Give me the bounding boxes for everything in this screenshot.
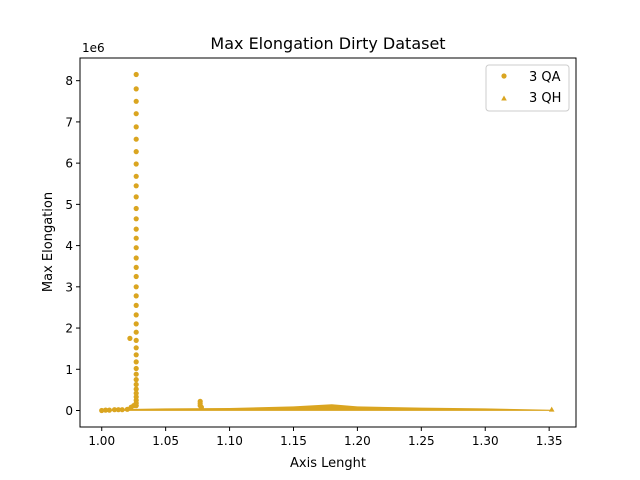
y-axis-label: Max Elongation bbox=[41, 192, 56, 292]
data-point-3qa bbox=[133, 377, 139, 383]
data-point-3qa bbox=[133, 86, 139, 92]
data-point-3qa bbox=[133, 226, 139, 232]
data-point-3qa bbox=[133, 352, 139, 358]
y-tick-label: 4 bbox=[65, 239, 73, 253]
data-point-3qa bbox=[133, 124, 139, 130]
data-point-3qa bbox=[127, 335, 133, 341]
data-point-3qa bbox=[133, 216, 139, 222]
data-point-3qa bbox=[133, 312, 139, 318]
data-point-3qa bbox=[133, 161, 139, 167]
data-point-3qa bbox=[131, 403, 137, 409]
data-point-3qa bbox=[133, 173, 139, 179]
data-point-3qa bbox=[111, 407, 118, 413]
data-point-3qa bbox=[133, 273, 139, 280]
data-point-3qa bbox=[124, 406, 130, 412]
y-tick-label: 0 bbox=[65, 404, 73, 418]
data-point-3qa bbox=[119, 407, 125, 413]
data-point-3qa bbox=[133, 365, 139, 372]
y-axis-offset-label: 1e6 bbox=[82, 41, 105, 55]
data-point-3qa bbox=[133, 98, 139, 104]
x-tick-label: 1.05 bbox=[152, 434, 179, 448]
data-point-3qa bbox=[133, 321, 139, 327]
y-tick-label: 8 bbox=[65, 74, 73, 88]
data-point-3qa bbox=[133, 264, 139, 270]
data-point-3qa bbox=[133, 345, 139, 351]
data-point-3qa bbox=[133, 136, 139, 142]
legend-label-3qh: 3 QH bbox=[529, 91, 561, 106]
y-tick-label: 5 bbox=[65, 198, 73, 212]
legend-marker-3qa bbox=[501, 73, 507, 79]
x-tick-label: 1.10 bbox=[216, 434, 243, 448]
series-3qh-band bbox=[101, 404, 552, 411]
x-tick-label: 1.30 bbox=[472, 434, 499, 448]
data-point-3qa bbox=[133, 293, 139, 299]
y-tick-label: 2 bbox=[65, 322, 73, 336]
data-point-3qa bbox=[133, 235, 139, 241]
chart-title: Max Elongation Dirty Dataset bbox=[210, 34, 445, 53]
legend-box bbox=[485, 64, 570, 112]
x-tick-label: 1.15 bbox=[280, 434, 307, 448]
y-tick-label: 6 bbox=[65, 157, 73, 171]
data-point-3qa bbox=[133, 183, 139, 189]
x-axis-ticks: 1.00 1.05 1.10 1.15 1.20 1.25 1.30 1.35 bbox=[88, 427, 563, 448]
data-point-3qa bbox=[133, 111, 139, 117]
data-point-3qa bbox=[133, 245, 139, 251]
x-tick-label: 1.20 bbox=[344, 434, 371, 448]
data-point-3qa bbox=[133, 337, 139, 343]
data-point-3qh bbox=[548, 406, 555, 412]
x-tick-label: 1.35 bbox=[536, 434, 563, 448]
data-point-3qa bbox=[99, 407, 105, 414]
legend-marker-3qh bbox=[501, 95, 507, 101]
legend-label-3qa: 3 QA bbox=[529, 70, 561, 85]
data-point-3qa bbox=[133, 255, 139, 261]
data-point-3qa bbox=[198, 404, 204, 410]
x-tick-label: 1.00 bbox=[88, 434, 115, 448]
data-point-3qa bbox=[133, 284, 139, 290]
data-point-3qa bbox=[133, 194, 139, 200]
y-tick-label: 3 bbox=[65, 280, 73, 294]
data-point-3qa bbox=[133, 149, 139, 155]
data-point-3qa bbox=[133, 390, 139, 396]
data-point-3qa bbox=[133, 329, 139, 335]
data-point-3qa bbox=[133, 71, 139, 78]
y-tick-label: 1 bbox=[65, 363, 73, 377]
data-point-3qa bbox=[115, 407, 121, 413]
data-point-3qa bbox=[133, 359, 139, 365]
plot-area bbox=[99, 71, 555, 414]
data-point-3qa bbox=[106, 407, 112, 413]
axes-frame bbox=[79, 57, 577, 428]
data-point-3qa bbox=[133, 371, 139, 377]
data-point-3qa bbox=[133, 381, 139, 388]
y-tick-label: 7 bbox=[65, 115, 73, 129]
data-point-3qa bbox=[103, 407, 109, 413]
legend: 3 QA 3 QH bbox=[485, 64, 570, 112]
x-tick-label: 1.25 bbox=[408, 434, 435, 448]
y-axis-ticks: 0 1 2 3 4 5 6 7 8 bbox=[65, 74, 80, 418]
x-axis-label: Axis Lenght bbox=[290, 456, 366, 471]
data-point-3qa bbox=[133, 302, 139, 308]
data-point-3qa bbox=[133, 205, 139, 212]
data-point-3qa bbox=[133, 386, 139, 392]
